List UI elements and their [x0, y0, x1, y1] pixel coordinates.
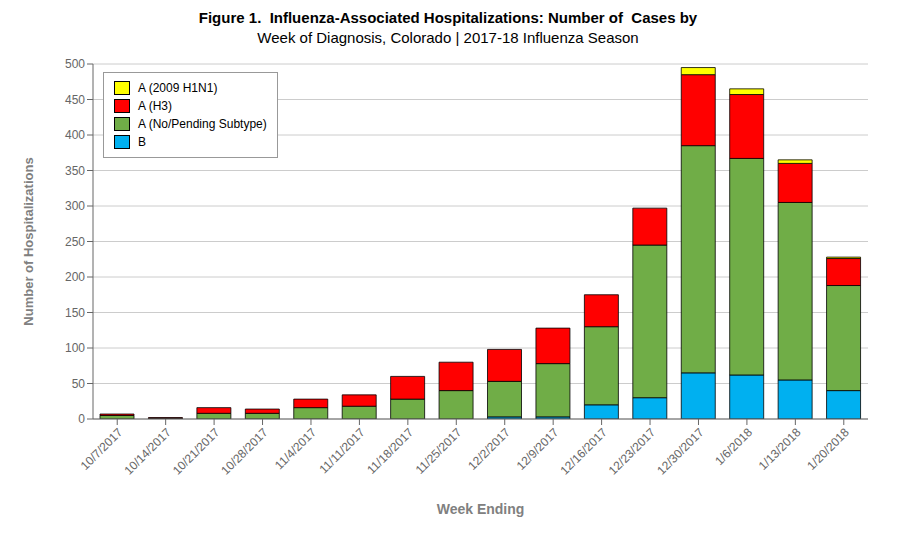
svg-text:12/30/2017: 12/30/2017 — [654, 425, 707, 478]
svg-text:150: 150 — [65, 306, 85, 320]
svg-text:10/28/2017: 10/28/2017 — [218, 425, 271, 478]
svg-text:350: 350 — [65, 164, 85, 178]
svg-text:Number of Hospitalizations: Number of Hospitalizations — [21, 157, 36, 325]
svg-text:12/9/2017: 12/9/2017 — [514, 425, 562, 473]
html-text:B: B — [138, 135, 146, 149]
html-text:A (2009 H1N1): A (2009 H1N1) — [138, 81, 218, 95]
html-text:A (H3): A (H3) — [138, 99, 172, 113]
svg-text:Week Ending: Week Ending — [437, 501, 525, 517]
svg-text:500: 500 — [65, 57, 85, 71]
svg-text:250: 250 — [65, 235, 85, 249]
svg-text:12/2/2017: 12/2/2017 — [465, 425, 513, 473]
svg-text:10/14/2017: 10/14/2017 — [121, 425, 174, 478]
svg-text:300: 300 — [65, 199, 85, 213]
svg-text:11/11/2017: 11/11/2017 — [316, 425, 367, 476]
svg-text:11/18/2017: 11/18/2017 — [364, 425, 416, 477]
svg-text:400: 400 — [65, 128, 85, 142]
svg-text:50: 50 — [72, 377, 86, 391]
svg-text:100: 100 — [65, 341, 85, 355]
svg-text:12/23/2017: 12/23/2017 — [606, 425, 659, 478]
svg-text:200: 200 — [65, 270, 85, 284]
html-text:Figure 1. Influenza-Associated: Figure 1. Influenza-Associated Hospitali… — [198, 9, 698, 26]
html-text:Week of Diagnosis, Colorado |: Week of Diagnosis, Colorado | 2017-18 In… — [257, 29, 639, 46]
svg-text:12/16/2017: 12/16/2017 — [557, 425, 610, 478]
svg-text:1/20/2018: 1/20/2018 — [804, 425, 852, 473]
svg-text:1/6/2018: 1/6/2018 — [712, 425, 755, 468]
svg-text:11/4/2017: 11/4/2017 — [272, 425, 319, 472]
svg-text:10/21/2017: 10/21/2017 — [170, 425, 223, 478]
html-text:A (No/Pending Subtype): A (No/Pending Subtype) — [138, 117, 267, 131]
svg-text:11/25/2017: 11/25/2017 — [413, 425, 465, 477]
svg-text:0: 0 — [78, 412, 85, 426]
svg-text:10/7/2017: 10/7/2017 — [78, 425, 126, 473]
svg-text:1/13/2018: 1/13/2018 — [756, 425, 804, 473]
svg-text:450: 450 — [65, 93, 85, 107]
